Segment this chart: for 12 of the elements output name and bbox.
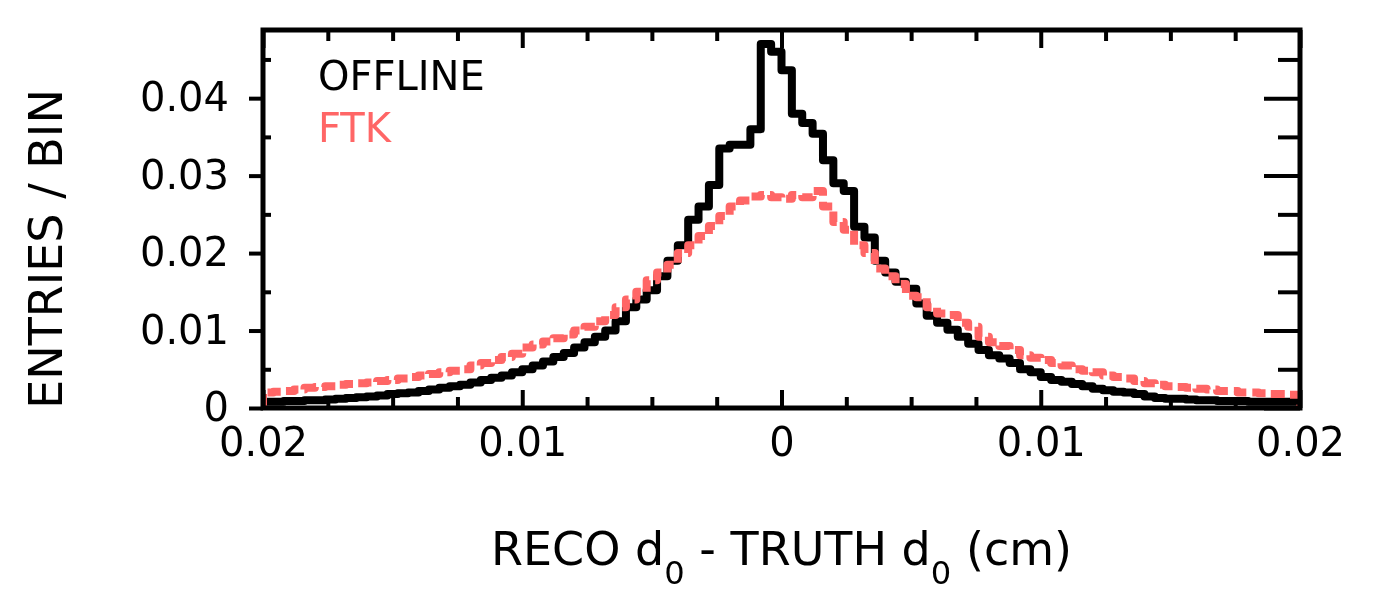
y-axis-title: ENTRIES / BIN [19, 89, 73, 409]
legend-label: OFFLINE [318, 53, 485, 99]
y-tick-label: 0.04 [139, 74, 229, 121]
x-tick-label: 0.02 [1255, 419, 1346, 466]
x-tick-label: 0.01 [996, 419, 1086, 466]
y-tick-label: 0.02 [139, 229, 229, 276]
y-tick-label: 0.01 [139, 306, 229, 353]
x-axis-title: RECO d$_{0}$ - TRUTH d$_{0}$ (cm) [491, 522, 1072, 591]
x-tick-label: 0.01 [478, 419, 568, 466]
y-tick-label: 0.03 [139, 151, 229, 198]
x-tick-label: 0 [769, 419, 795, 466]
text: FTK [318, 105, 393, 151]
